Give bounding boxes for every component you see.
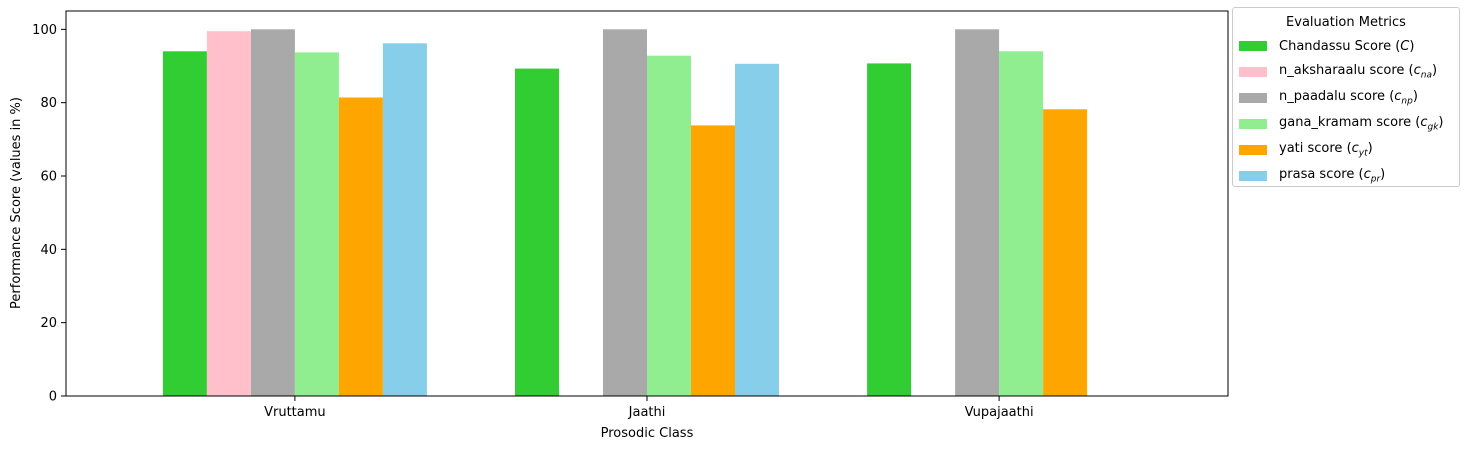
legend-label: prasa score (cpr) (1279, 167, 1386, 185)
legend-item: Chandassu Score (C) (1239, 36, 1414, 56)
bars-group (162, 29, 1088, 397)
legend-title: Evaluation Metrics (1286, 15, 1406, 30)
y-tick-label: 80 (40, 96, 57, 111)
bar-jaathi-series-5 (691, 125, 735, 397)
legend-label: yati score (cyt) (1279, 141, 1373, 159)
bar-vruttamu-series-5 (338, 97, 383, 396)
y-axis-ticks: 0 20 40 60 80 100 (32, 23, 66, 405)
legend-swatch (1239, 145, 1267, 155)
x-axis-ticks: Vruttamu Jaathi Vupajaathi (264, 396, 1034, 420)
legend-swatch (1239, 67, 1267, 77)
x-axis-label: Prosodic Class (601, 426, 694, 441)
y-tick-label: 100 (32, 23, 57, 38)
legend-swatch (1239, 171, 1267, 181)
legend-swatch (1239, 119, 1267, 129)
legend-item: yati score (cyt) (1239, 140, 1373, 160)
y-tick-label: 60 (40, 170, 57, 185)
y-axis-label: Performance Score (values in %) (9, 97, 24, 309)
y-tick-label: 0 (49, 390, 57, 405)
bar-vupajaathi-series-4 (999, 51, 1044, 397)
y-tick-label: 40 (40, 243, 57, 258)
legend-item: prasa score (cpr) (1239, 166, 1385, 186)
bar-vruttamu-series-4 (294, 52, 339, 397)
legend-label: Chandassu Score (C) (1279, 38, 1415, 54)
legend-swatch (1239, 93, 1267, 103)
bar-vupajaathi-series-3 (955, 29, 1000, 397)
bar-jaathi-series-3 (603, 29, 647, 397)
bar-vruttamu-series-3 (250, 29, 295, 397)
legend-label: gana_kramam score (cgk) (1279, 115, 1444, 133)
bar-jaathi-series-4 (647, 55, 691, 396)
legend: Evaluation Metrics Chandassu Score (C) n_… (1232, 7, 1460, 187)
bar-vupajaathi-series-1 (867, 63, 912, 397)
legend-label: n_paadalu score (cnp) (1279, 89, 1418, 107)
bar-vruttamu-series-1 (162, 51, 207, 397)
bar-jaathi-series-6 (735, 63, 779, 397)
y-tick-label: 20 (40, 316, 57, 331)
x-tick-label: Jaathi (628, 405, 666, 420)
legend-label: n_aksharaalu score (cna) (1279, 63, 1438, 81)
x-tick-label: Vruttamu (264, 405, 326, 420)
legend-item: gana_kramam score (cgk) (1239, 114, 1444, 134)
plot-frame (65, 10, 1229, 397)
bar-vruttamu-series-6 (382, 43, 427, 397)
bar-vupajaathi-series-5 (1043, 109, 1088, 397)
x-tick-label: Vupajaathi (965, 405, 1034, 420)
bar-vruttamu-series-2 (206, 31, 251, 396)
bar-jaathi-series-1 (515, 68, 559, 396)
legend-swatch (1239, 41, 1267, 51)
legend-item: n_aksharaalu score (cna) (1239, 62, 1437, 82)
legend-item: n_paadalu score (cnp) (1239, 88, 1418, 108)
